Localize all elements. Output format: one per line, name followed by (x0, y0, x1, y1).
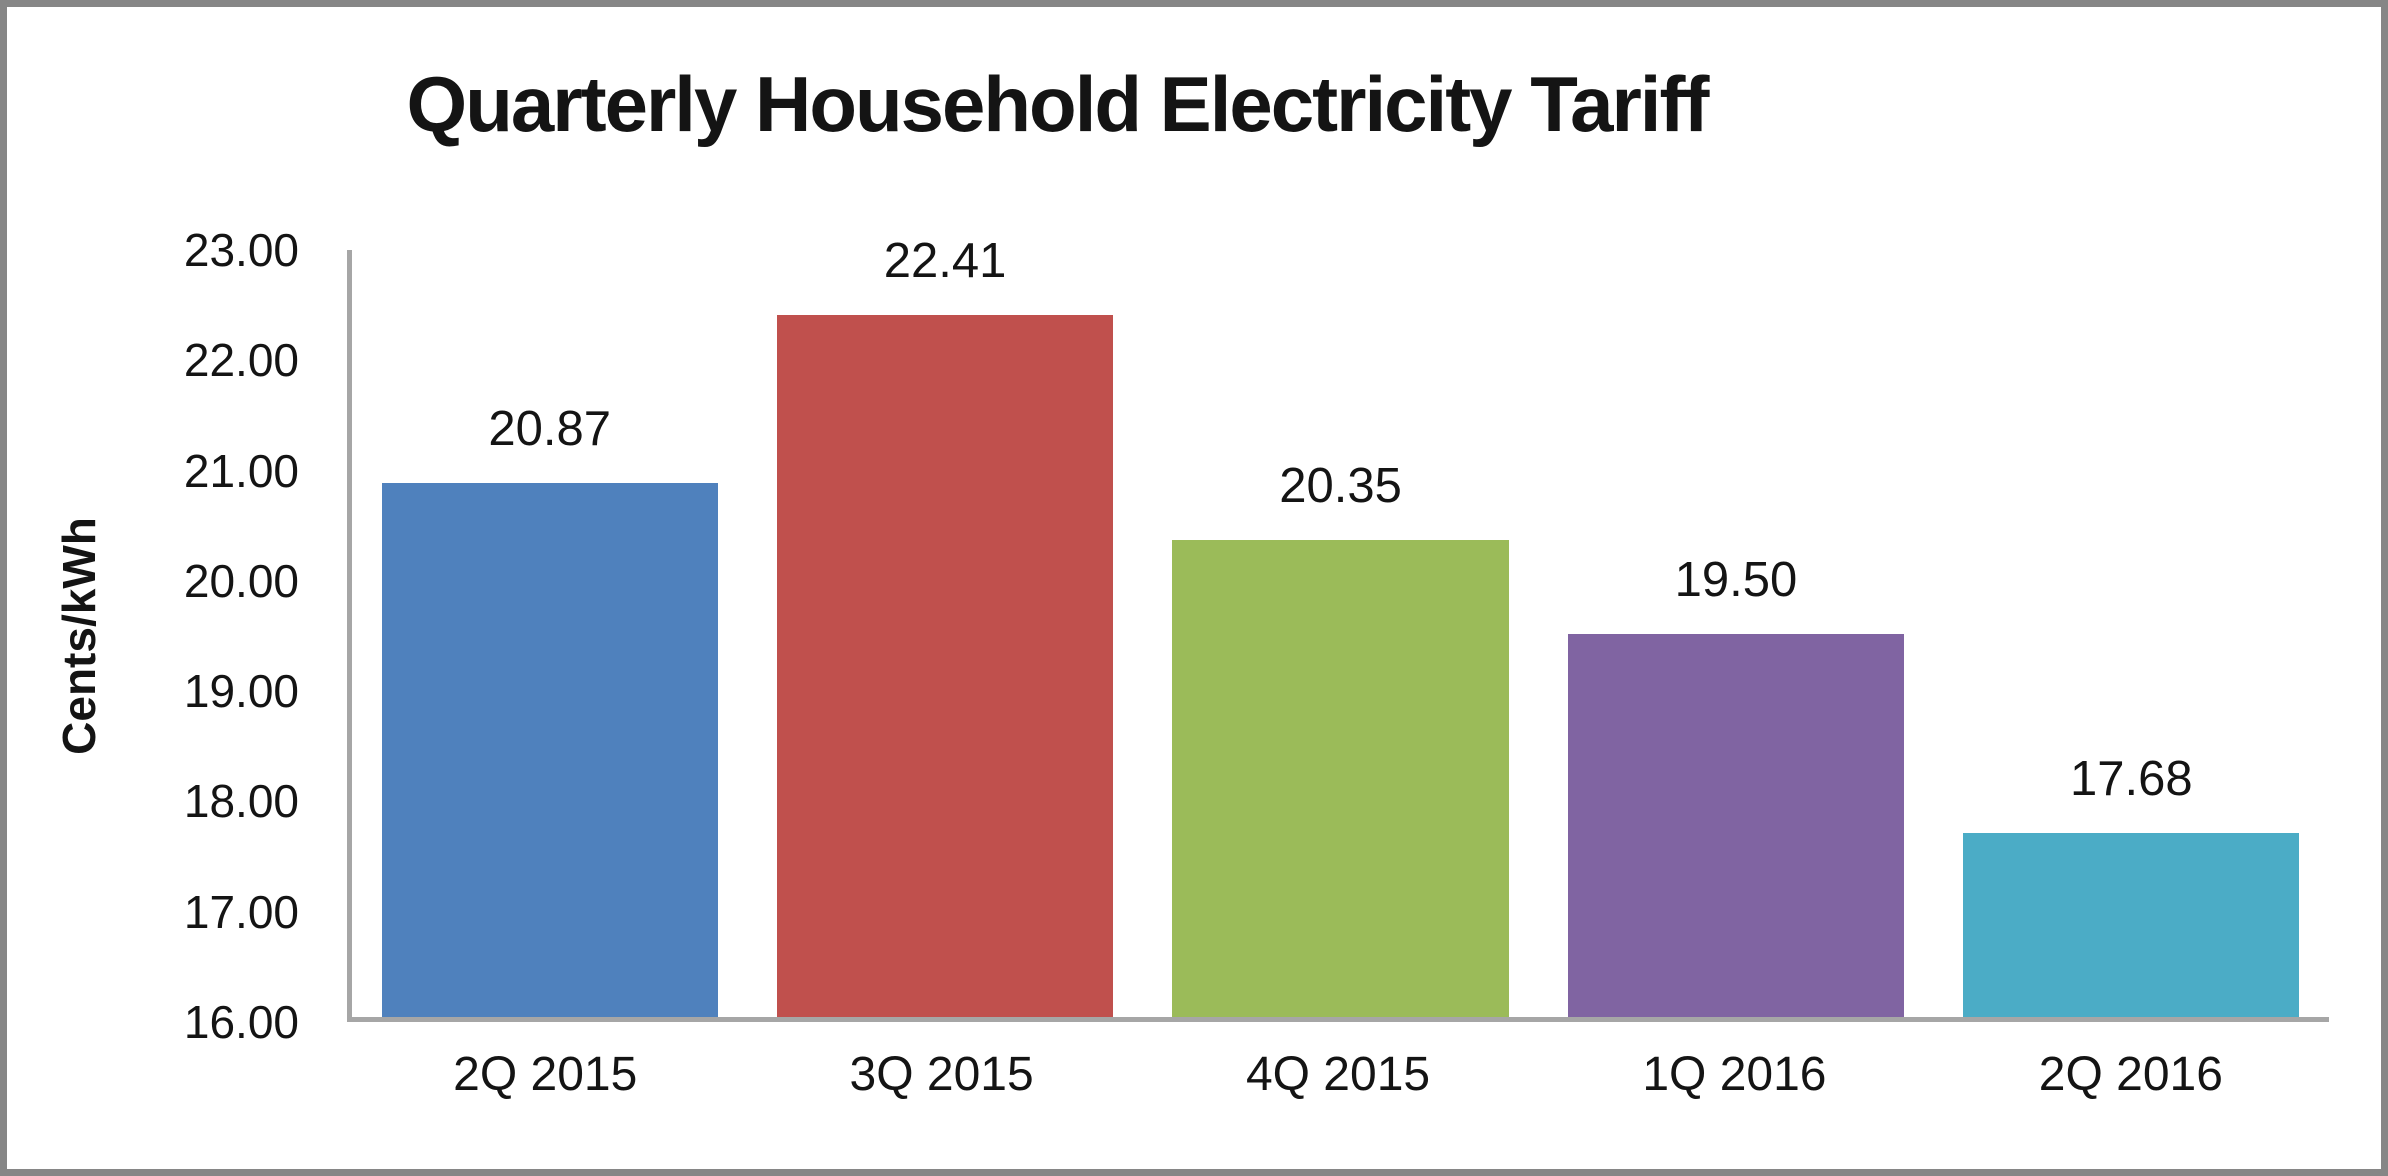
x-axis-category-label: 2Q 2016 (2038, 1048, 2223, 1101)
x-axis-category-label: 1Q 2016 (1642, 1048, 1827, 1101)
plot-area: 20.87 22.41 20.35 19.50 17.68 (347, 234, 2329, 1022)
bar-cell: 19.50 (1538, 250, 1933, 1017)
bar (777, 314, 1114, 1017)
y-axis-tick-label: 20.00 (183, 554, 299, 607)
y-axis-tick-label: 22.00 (183, 334, 299, 387)
bar-cell: 17.68 (1934, 250, 2329, 1017)
y-axis-tick-label: 19.00 (183, 665, 299, 718)
y-axis-tick-label: 23.00 (183, 224, 299, 276)
bar-value-label: 22.41 (883, 233, 1007, 288)
y-axis-tick-labels: 23.00 22.00 21.00 20.00 19.00 18.00 17.0… (7, 224, 299, 1048)
bar-value-label: 20.35 (1279, 459, 1402, 514)
bar-cell: 20.87 (352, 250, 747, 1017)
y-axis-tick-label: 16.00 (183, 996, 299, 1048)
bar-value-label: 20.87 (488, 402, 612, 457)
bar-value-label: 17.68 (2070, 751, 2193, 806)
x-axis-category-label: 2Q 2015 (453, 1048, 638, 1101)
bar-cell: 22.41 (747, 234, 1142, 1017)
x-axis-category-label: 3Q 2015 (849, 1048, 1034, 1101)
bar (1172, 540, 1509, 1017)
bar (1567, 633, 1904, 1017)
bar (1963, 832, 2300, 1017)
bars-container: 20.87 22.41 20.35 19.50 17.68 (352, 234, 2329, 1017)
y-axis-tick-label: 21.00 (183, 444, 299, 497)
y-axis-tick-label: 17.00 (183, 885, 299, 938)
bar (381, 483, 718, 1017)
bar-cell: 20.35 (1143, 250, 1538, 1017)
chart-title: Quarterly Household Electricity Tariff (406, 60, 1710, 148)
x-axis-labels: 2Q 2015 3Q 2015 4Q 2015 1Q 2016 2Q 2016 (347, 1047, 2329, 1102)
x-axis-category-label: 4Q 2015 (1245, 1048, 1431, 1101)
y-axis-tick-label: 18.00 (183, 775, 299, 828)
bar-value-label: 19.50 (1674, 552, 1798, 607)
